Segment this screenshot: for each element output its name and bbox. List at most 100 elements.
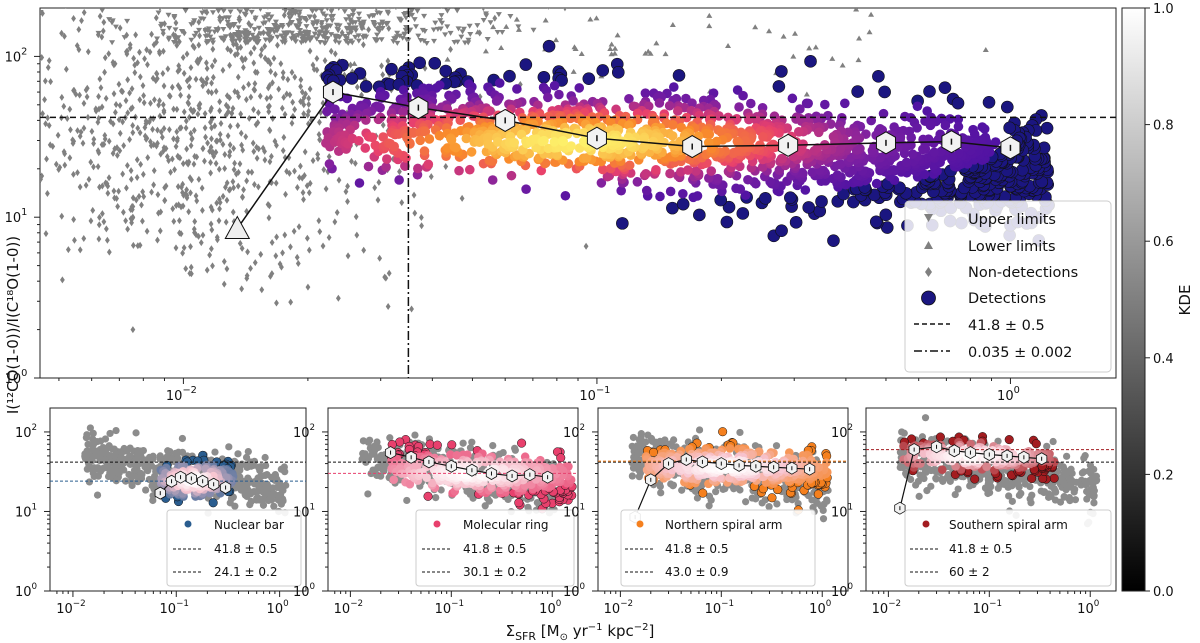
upper-limit-point (241, 36, 248, 42)
upper-limit-point (236, 38, 243, 44)
upper-limit-point (547, 8, 550, 10)
non-detection-point (35, 140, 40, 147)
upper-limit-point (220, 27, 227, 33)
main-legend: Upper limits Lower limits Non-detections… (904, 200, 1112, 373)
lower-limit-point (982, 46, 989, 52)
detection-point (424, 134, 435, 144)
non-detection-point (239, 285, 245, 293)
non-detection-point (162, 197, 168, 205)
non-detection-point (273, 179, 279, 187)
all-region-point (366, 436, 374, 444)
all-region-point (86, 424, 94, 432)
all-region-point (243, 492, 251, 501)
all-region-point (139, 446, 147, 455)
non-detection-point (209, 89, 215, 97)
non-detection-point (30, 76, 35, 83)
non-detection-point (165, 65, 171, 73)
detection-point (869, 215, 883, 229)
detection-point (611, 66, 625, 79)
non-detection-point (46, 122, 52, 130)
non-detection-point (203, 133, 208, 141)
non-detection-point (100, 27, 106, 35)
non-detection-point (113, 100, 119, 108)
lower-limit-point (571, 44, 578, 50)
non-detection-point (286, 0, 291, 7)
non-detection-point (231, 40, 236, 48)
upper-limit-point (226, 25, 233, 31)
lower-limit-point (498, 44, 505, 50)
non-detection-point (127, 89, 132, 97)
non-detection-point (114, 151, 120, 159)
all-region-point (94, 472, 102, 480)
non-detection-point (194, 57, 200, 65)
detection-point (683, 165, 693, 175)
all-region-point (246, 501, 254, 509)
non-detection-point (310, 157, 316, 165)
non-detection-point (332, 50, 338, 58)
non-detection-point (173, 244, 179, 252)
detection-point (428, 56, 442, 70)
non-detection-point (245, 248, 250, 256)
upper-limit-point (254, 0, 260, 3)
all-region-point (504, 495, 512, 503)
non-detection-point (270, 115, 276, 123)
lower-limit-point (515, 26, 522, 32)
non-detection-point (111, 90, 117, 98)
non-detection-point (299, 0, 304, 2)
detection-point (655, 191, 665, 202)
upper-limit-point (26, 33, 32, 38)
upper-limit-point (236, 19, 243, 25)
non-detection-point (232, 159, 237, 167)
detection-point (484, 155, 495, 166)
non-detection-point (250, 139, 256, 147)
upper-limit-point (411, 17, 418, 23)
non-detection-point (213, 87, 219, 95)
detection-point (503, 69, 516, 83)
upper-limit-point (376, 22, 383, 28)
non-detection-point (61, 102, 67, 110)
non-detection-point (123, 97, 129, 105)
detection-point (352, 113, 362, 123)
all-region-point (95, 465, 103, 474)
upper-limit-point (121, 35, 128, 41)
non-detection-point (76, 46, 82, 54)
detection-point (712, 173, 723, 184)
detection-point (800, 185, 811, 195)
upper-limit-point (430, 27, 437, 33)
non-detection-point (210, 73, 216, 81)
non-detection-point (194, 153, 200, 161)
non-detection-point (197, 32, 202, 40)
non-detection-point (235, 73, 241, 81)
non-detection-point (279, 104, 285, 112)
non-detection-point (77, 91, 83, 99)
all-region-point (252, 496, 261, 504)
non-detection-point (204, 65, 210, 73)
non-detection-point (12, 16, 17, 23)
non-detection-point (71, 170, 76, 178)
non-detection-point (196, 102, 202, 110)
detection-point (878, 85, 891, 99)
non-detection-point (124, 47, 130, 55)
upper-limit-point (419, 27, 426, 33)
non-detection-point (258, 51, 264, 59)
detection-point (632, 177, 643, 187)
non-detection-point (202, 157, 207, 165)
non-detection-point (127, 44, 133, 52)
upper-limit-point (209, 40, 216, 46)
non-detection-point (255, 183, 261, 191)
non-detection-point (29, 19, 34, 26)
non-detection-point (246, 80, 252, 88)
upper-limit-point (328, 32, 335, 38)
non-detection-point (304, 182, 310, 190)
upper-limit-point (267, 28, 274, 34)
non-detection-point (167, 126, 172, 134)
upper-limit-point (322, 13, 329, 19)
non-detection-point (144, 46, 150, 54)
non-detection-point (213, 160, 219, 168)
detection-point (813, 127, 824, 138)
upper-limit-point (297, 15, 304, 21)
detection-point (907, 149, 918, 159)
upper-limit-point (106, 17, 113, 23)
upper-limit-point (318, 8, 325, 13)
non-detection-point (264, 95, 270, 103)
